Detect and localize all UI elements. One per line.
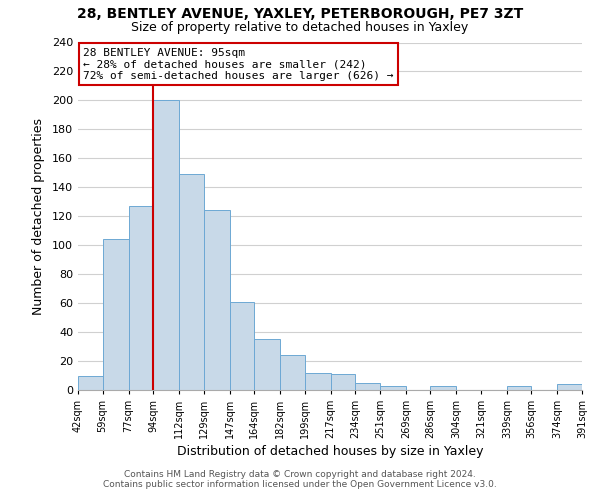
Text: Contains public sector information licensed under the Open Government Licence v3: Contains public sector information licen… [103,480,497,489]
Bar [305,372,331,390]
Bar [380,386,406,390]
Bar [230,302,254,390]
Y-axis label: Number of detached properties: Number of detached properties [32,118,45,315]
Bar [280,355,305,390]
Bar [507,386,532,390]
Bar [331,374,355,390]
Text: Size of property relative to detached houses in Yaxley: Size of property relative to detached ho… [131,21,469,34]
Text: Contains HM Land Registry data © Crown copyright and database right 2024.: Contains HM Land Registry data © Crown c… [124,470,476,479]
Bar [355,383,380,390]
Bar [179,174,203,390]
Bar [153,100,179,390]
Bar [203,210,230,390]
Bar [430,386,457,390]
Text: 28, BENTLEY AVENUE, YAXLEY, PETERBOROUGH, PE7 3ZT: 28, BENTLEY AVENUE, YAXLEY, PETERBOROUGH… [77,8,523,22]
Bar [557,384,582,390]
X-axis label: Distribution of detached houses by size in Yaxley: Distribution of detached houses by size … [177,446,483,458]
Bar [254,340,280,390]
Bar [128,206,153,390]
Bar [103,240,128,390]
Text: 28 BENTLEY AVENUE: 95sqm
← 28% of detached houses are smaller (242)
72% of semi-: 28 BENTLEY AVENUE: 95sqm ← 28% of detach… [83,48,394,81]
Bar [78,376,103,390]
